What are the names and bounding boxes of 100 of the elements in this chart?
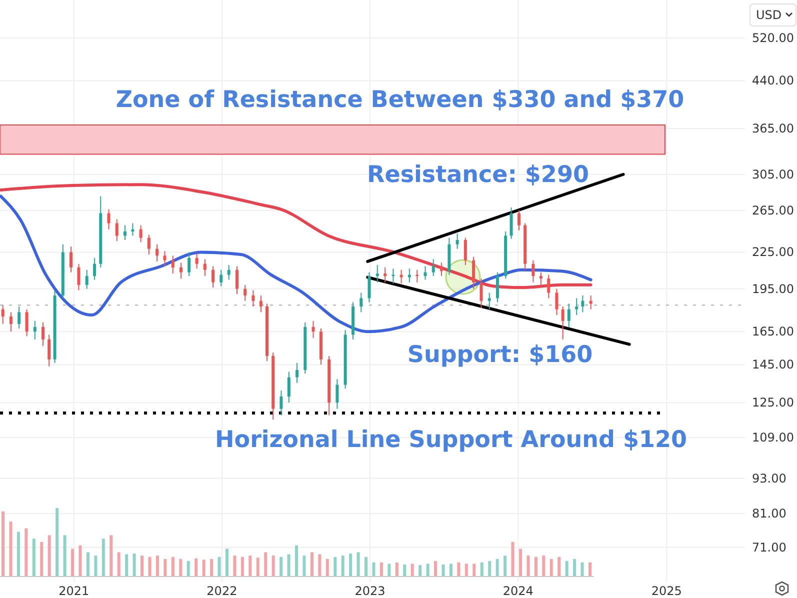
candlestick	[400, 269, 403, 284]
y-tick-label: 81.00	[752, 506, 786, 521]
bar	[117, 552, 120, 576]
candlestick	[227, 264, 230, 280]
bar	[210, 559, 214, 576]
candlestick	[42, 322, 45, 346]
candlestick	[147, 234, 150, 256]
candlestick	[203, 258, 206, 277]
x-tick-label: 2025	[651, 584, 682, 598]
ref-line-label: Horizonal Line Support Around $120	[215, 427, 687, 454]
y-tick-label: 165.00	[752, 324, 794, 339]
candlestick	[244, 284, 247, 302]
candlestick	[561, 306, 564, 340]
bar	[264, 552, 268, 576]
candlestick	[85, 269, 88, 290]
bar	[218, 556, 221, 576]
candlestick	[1, 304, 4, 324]
bar	[225, 548, 228, 576]
candlestick	[456, 233, 459, 250]
bar	[457, 562, 460, 576]
candlestick	[179, 262, 182, 280]
bar	[534, 556, 538, 576]
candlestick	[77, 263, 80, 291]
candlestick	[312, 320, 315, 338]
candlestick	[259, 294, 262, 313]
bar	[202, 560, 206, 576]
bar	[287, 554, 290, 576]
bar	[295, 545, 298, 576]
bar	[164, 559, 167, 576]
bar	[24, 528, 28, 576]
bar	[16, 532, 20, 576]
y-tick-label: 265.00	[752, 203, 794, 218]
bar	[9, 522, 12, 576]
candlestick	[280, 390, 283, 416]
bar	[148, 556, 152, 576]
candlestick	[296, 362, 299, 384]
bar	[334, 556, 337, 576]
bar	[233, 556, 236, 576]
bar	[442, 564, 445, 576]
bar	[40, 542, 44, 576]
candlestick	[376, 264, 379, 283]
bar	[86, 552, 90, 576]
bar	[573, 559, 576, 576]
bar	[248, 556, 252, 576]
x-tick-label: 2024	[502, 584, 534, 598]
candlestick	[163, 250, 166, 267]
candlestick	[555, 288, 558, 316]
candlestick	[70, 246, 73, 273]
bar	[380, 562, 383, 576]
bar	[542, 556, 546, 576]
y-tick-label: 125.00	[752, 396, 794, 410]
y-tick-label: 109.00	[752, 430, 794, 445]
bar	[186, 561, 190, 576]
candlestick	[408, 268, 411, 283]
candlestick	[480, 278, 483, 308]
candlestick	[547, 274, 550, 299]
bar	[565, 561, 568, 576]
bar	[194, 558, 198, 576]
candlestick	[539, 272, 542, 286]
y-tick-label: 225.00	[752, 245, 794, 260]
bar	[504, 556, 507, 576]
bar	[526, 556, 530, 576]
candlestick	[496, 272, 499, 303]
bar	[580, 562, 584, 576]
candlestick	[510, 206, 513, 240]
bar	[71, 548, 74, 576]
candlestick	[472, 256, 476, 290]
bar	[464, 564, 468, 576]
candlestick	[368, 272, 371, 303]
candlestick	[115, 218, 118, 242]
bar	[310, 552, 314, 576]
bar	[140, 556, 144, 576]
candlestick	[93, 257, 96, 280]
candlestick	[139, 224, 142, 243]
candlestick	[212, 266, 215, 288]
bar	[48, 535, 51, 576]
band-label: Zone of Resistance Between $330 and $370	[116, 86, 684, 113]
bar	[302, 556, 306, 576]
bar	[488, 561, 492, 576]
x-tick-label: 2022	[206, 584, 238, 598]
bar	[550, 559, 553, 576]
candlestick	[220, 269, 223, 287]
y-tick-label: 440.00	[752, 74, 794, 88]
bar	[449, 564, 452, 576]
bar	[132, 554, 136, 576]
bar	[518, 548, 522, 576]
x-tick-label: 2023	[354, 584, 386, 598]
candlestick	[432, 258, 435, 277]
bar	[156, 556, 159, 576]
candlestick	[107, 208, 110, 230]
candlestick	[287, 371, 290, 404]
bar	[588, 562, 592, 576]
candlestick	[25, 308, 28, 337]
bar	[372, 562, 376, 576]
annotation: Support: $160	[407, 342, 593, 368]
bar	[326, 559, 329, 576]
y-tick-label: 195.00	[752, 282, 794, 296]
bar	[110, 535, 113, 576]
bar	[426, 564, 430, 576]
bar	[395, 562, 398, 576]
